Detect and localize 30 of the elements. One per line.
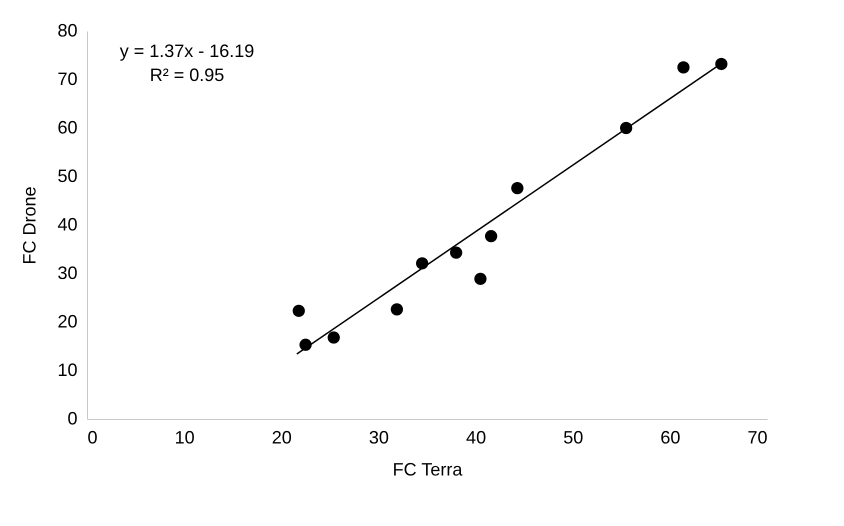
x-tick-label: 10 [174, 428, 195, 448]
x-tick-label: 50 [563, 428, 584, 448]
x-tick-label: 60 [660, 428, 680, 448]
point [677, 61, 690, 74]
point [390, 303, 404, 316]
y-tick-label: 50 [57, 166, 78, 186]
y-tick-label: 60 [57, 118, 78, 138]
x-tick-label: 30 [368, 428, 389, 448]
y-axis-title: FC Drone [19, 186, 40, 265]
point [474, 272, 487, 285]
point [484, 230, 498, 242]
point [511, 182, 524, 194]
x-axis-title: FC Terra [392, 460, 464, 480]
annotation: y = 1.37x - 16.19 [120, 41, 254, 61]
x-tick-label: 70 [747, 428, 768, 448]
y-tick-label: 80 [57, 20, 78, 40]
y-tick-label: 10 [57, 360, 78, 380]
point [450, 246, 462, 259]
x-tick-label: 40 [466, 428, 486, 448]
x-tick-label: 0 [88, 428, 98, 448]
point [715, 58, 728, 70]
y-tick-label: 40 [57, 214, 78, 234]
x-tick-label: 20 [272, 428, 292, 448]
point [292, 304, 305, 317]
annotation: R² = 0.95 [150, 65, 224, 85]
point [328, 331, 340, 344]
y-tick-label: 30 [57, 263, 78, 283]
y-tick-label: 0 [67, 408, 78, 428]
y-tick-label: 20 [57, 312, 78, 332]
y-tick-label: 70 [57, 69, 78, 89]
